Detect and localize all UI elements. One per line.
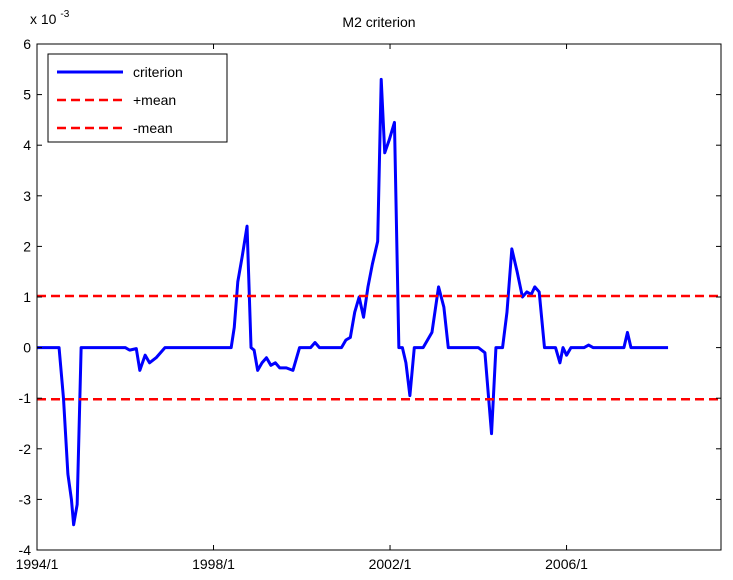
y-exponent-label: x 10 -3 <box>30 9 70 27</box>
chart-title: M2 criterion <box>342 14 415 30</box>
y-tick-label: 4 <box>23 137 31 153</box>
x-axis: 1994/1 1998/1 2002/1 2006/1 <box>16 44 588 572</box>
x-tick-label: 2006/1 <box>545 556 588 572</box>
x-tick-label: 1998/1 <box>192 556 235 572</box>
legend-label: -mean <box>133 120 173 136</box>
legend: criterion +mean -mean <box>47 53 228 143</box>
y-tick-label: 5 <box>23 87 31 103</box>
y-axis: -4 -3 -2 -1 0 1 2 3 4 5 6 <box>19 36 721 558</box>
y-tick-label: 0 <box>23 340 31 356</box>
legend-label: +mean <box>133 92 176 108</box>
y-tick-label: -3 <box>19 491 32 507</box>
series-layer <box>37 77 721 527</box>
legend-label: criterion <box>133 64 183 80</box>
y-tick-label: 2 <box>23 238 31 254</box>
series-line-criterion <box>37 77 669 527</box>
x-tick-label: 2002/1 <box>369 556 412 572</box>
y-tick-label: 6 <box>23 36 31 52</box>
y-tick-label: 1 <box>23 289 31 305</box>
y-exponent-power: -3 <box>60 9 69 20</box>
y-tick-label: 3 <box>23 188 31 204</box>
x-tick-label: 1994/1 <box>16 556 59 572</box>
y-tick-label: -2 <box>19 441 32 457</box>
y-tick-label: -4 <box>19 542 32 558</box>
y-tick-label: -1 <box>19 390 32 406</box>
y-exponent-base: x 10 <box>30 11 57 27</box>
